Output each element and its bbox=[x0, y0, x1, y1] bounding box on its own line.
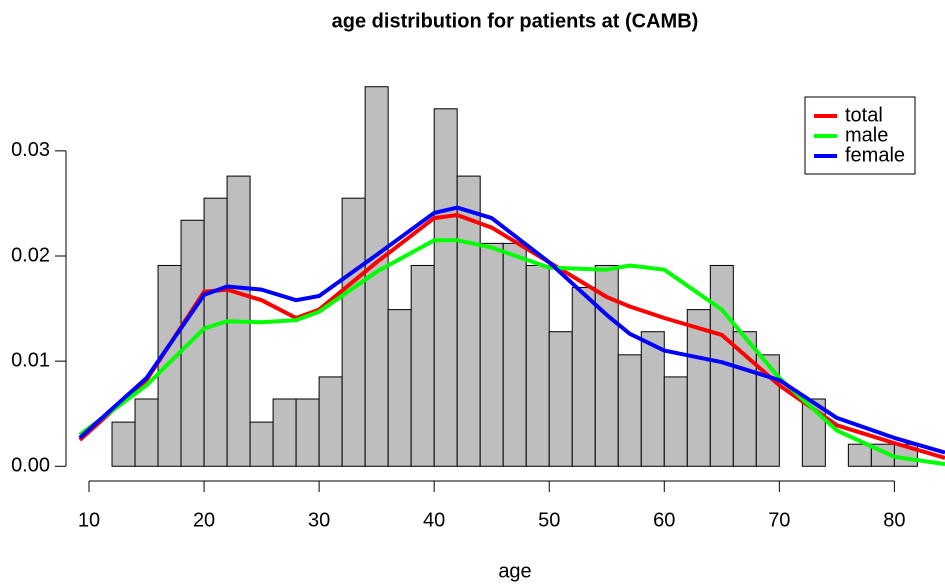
legend-label: total bbox=[845, 104, 883, 126]
y-tick-label: 0.00 bbox=[11, 455, 50, 477]
y-tick-label: 0.03 bbox=[11, 139, 50, 161]
bar bbox=[686, 309, 711, 467]
bar bbox=[640, 331, 665, 467]
bar bbox=[318, 376, 343, 467]
bar bbox=[571, 287, 596, 467]
bar bbox=[341, 197, 366, 467]
y-tick-label: 0.02 bbox=[11, 244, 50, 266]
x-tick-label: 80 bbox=[883, 509, 905, 531]
x-tick-label: 30 bbox=[308, 509, 330, 531]
x-tick-label: 60 bbox=[653, 509, 675, 531]
chart-title: age distribution for patients at (CAMB) bbox=[332, 10, 699, 32]
bar bbox=[525, 264, 550, 467]
bar bbox=[134, 398, 159, 467]
bar bbox=[364, 86, 389, 467]
legend-label: female bbox=[845, 144, 905, 166]
bar bbox=[433, 108, 458, 467]
y-tick-label: 0.01 bbox=[11, 349, 50, 371]
density-line bbox=[78, 238, 945, 467]
bar bbox=[479, 242, 504, 467]
bar bbox=[732, 331, 757, 467]
x-tick-label: 50 bbox=[538, 509, 560, 531]
bar bbox=[111, 421, 136, 467]
bar bbox=[663, 376, 688, 467]
x-tick-label: 20 bbox=[193, 509, 215, 531]
bar bbox=[410, 264, 435, 467]
density-line bbox=[78, 205, 945, 455]
bar bbox=[548, 331, 573, 467]
bar bbox=[249, 421, 274, 467]
bar bbox=[272, 398, 297, 467]
bar bbox=[295, 398, 320, 467]
legend-label: male bbox=[845, 124, 888, 146]
bar bbox=[180, 219, 205, 467]
x-axis-label: age bbox=[498, 560, 531, 582]
x-tick-label: 10 bbox=[78, 509, 100, 531]
bar bbox=[387, 309, 412, 467]
bar bbox=[157, 264, 182, 467]
bar bbox=[847, 443, 872, 467]
bar bbox=[502, 242, 527, 467]
bar bbox=[617, 354, 642, 467]
x-tick-label: 70 bbox=[768, 509, 790, 531]
x-tick-label: 40 bbox=[423, 509, 445, 531]
bar bbox=[203, 197, 228, 467]
